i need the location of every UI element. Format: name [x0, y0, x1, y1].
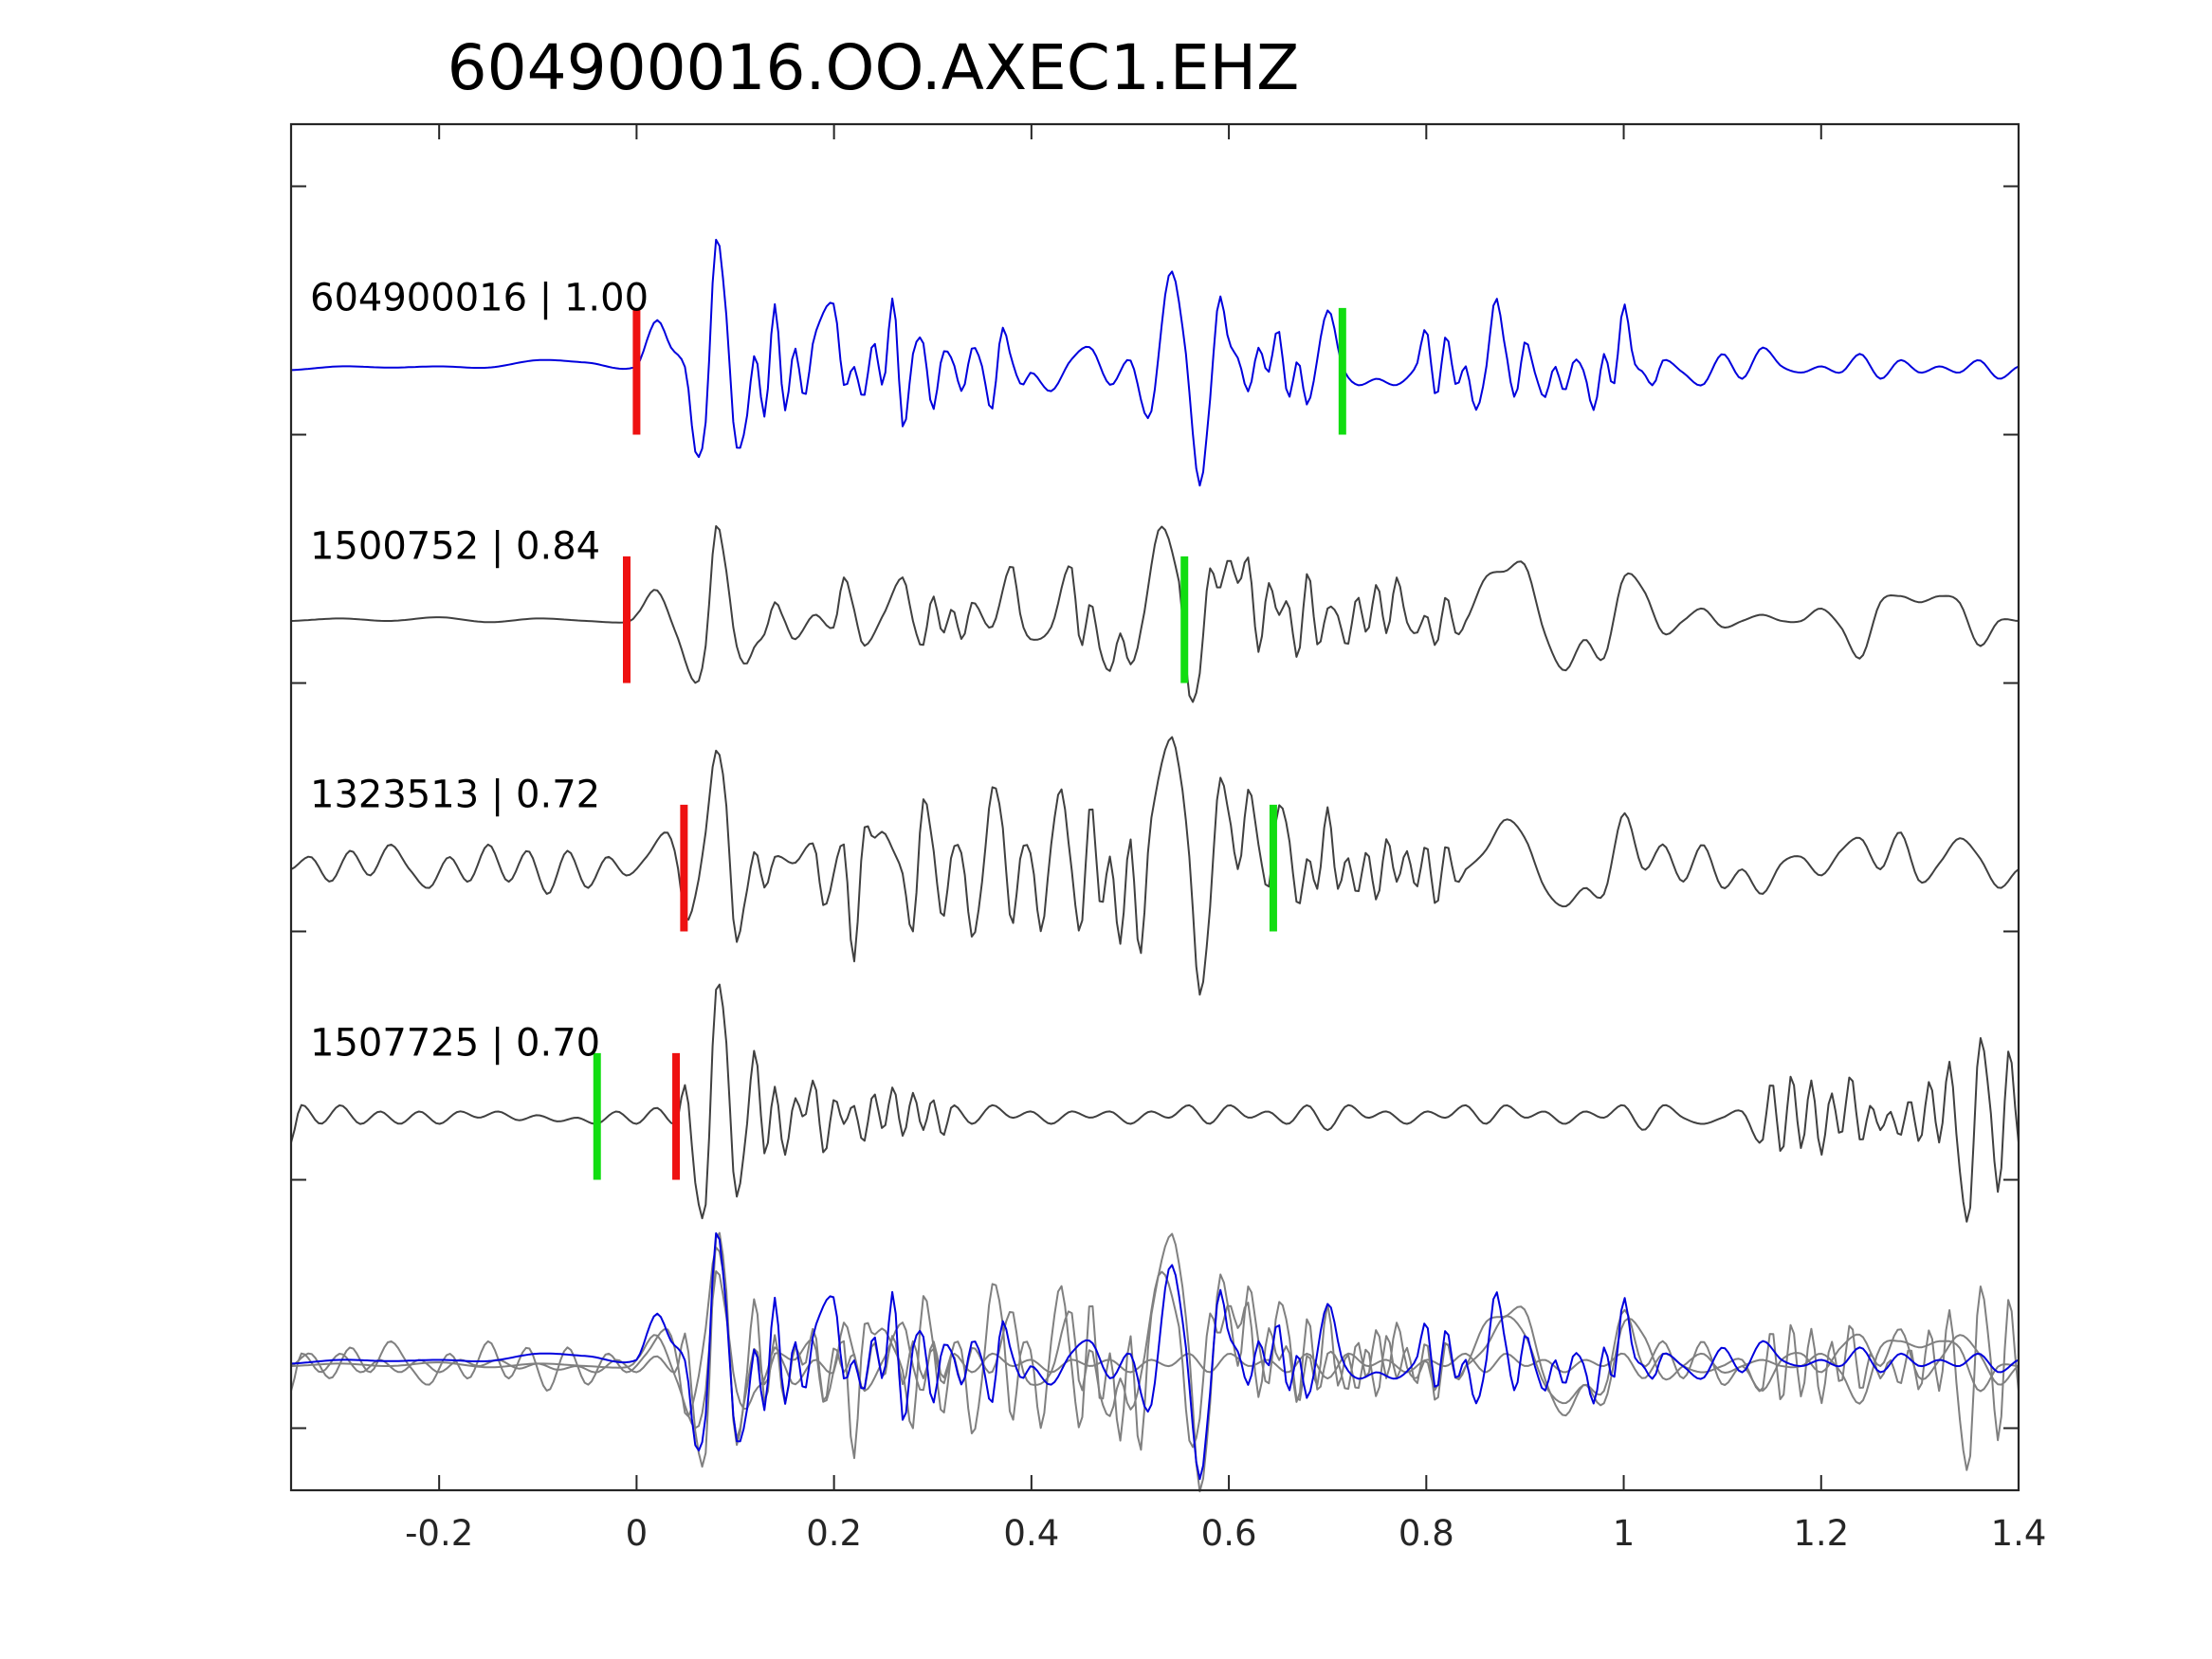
trace-label-604900016: 604900016 | 1.00 — [310, 277, 649, 320]
chart-title: 604900016.OO.AXEC1.EHZ — [448, 31, 1300, 104]
trace-label-1500752: 1500752 | 0.84 — [310, 525, 600, 569]
trace-1507725: 1507725 | 0.70 — [290, 983, 2020, 1223]
trace-1500752: 1500752 | 0.84 — [290, 525, 2020, 703]
x-tick-label: 0.2 — [806, 1513, 862, 1554]
x-tick-label: 0 — [626, 1513, 649, 1554]
x-tick-label: 1.4 — [1991, 1513, 2047, 1554]
overlay-waveform-604900016 — [290, 1231, 2020, 1481]
x-tick-label: -0.2 — [405, 1513, 473, 1554]
x-tick-label: 1 — [1613, 1513, 1636, 1554]
overlay-waveform-1507725 — [290, 1231, 2020, 1471]
x-tick-label: 1.2 — [1793, 1513, 1849, 1554]
x-tick-label: 0.8 — [1398, 1513, 1454, 1554]
waveform-1507725 — [290, 983, 2020, 1223]
x-tick-label: 0.4 — [1003, 1513, 1059, 1554]
y-axis — [291, 185, 2019, 1430]
trace-label-1507725: 1507725 | 0.70 — [310, 1022, 600, 1066]
trace-604900016: 604900016 | 1.00 — [290, 238, 2020, 487]
x-axis: -0.2 0 0.2 0.4 0.6 0.8 1 1.2 1.4 — [405, 124, 2046, 1554]
waveform-1500752 — [290, 525, 2020, 703]
overlay-waveform-1323513 — [290, 1232, 2020, 1493]
waveform-1323513 — [290, 736, 2020, 996]
plot-area: 604900016 | 1.00 1500752 | 0.84 1323513 | … — [290, 238, 2020, 1493]
x-tick-label: 0.6 — [1201, 1513, 1257, 1554]
trace-label-1323513: 1323513 | 0.72 — [310, 774, 600, 817]
axes-box — [289, 122, 2020, 1492]
waveform-604900016 — [290, 238, 2020, 487]
trace-1323513: 1323513 | 0.72 — [290, 736, 2020, 996]
overlay-stack — [290, 1231, 2020, 1493]
